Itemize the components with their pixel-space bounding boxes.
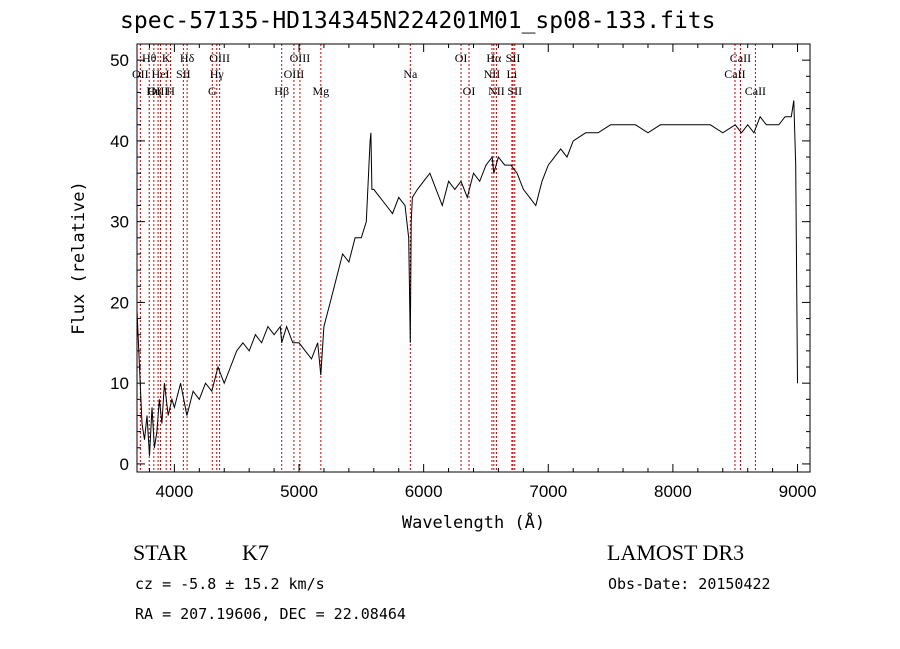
line-label: Hα [486, 51, 502, 65]
x-axis-ticks: 4000 5000 6000 7000 8000 9000 [148, 44, 817, 501]
x-tick-label: 7000 [529, 482, 567, 501]
line-label: Li [507, 67, 518, 81]
coordinates: RA = 207.19606, DEC = 22.08464 [135, 605, 406, 623]
y-tick-label: 20 [110, 293, 129, 312]
line-label: OI [463, 84, 476, 98]
x-tick-label: 8000 [654, 482, 692, 501]
line-label: OI [455, 51, 468, 65]
object-subclass: K7 [242, 540, 269, 565]
survey-name: LAMOST DR3 [607, 540, 745, 565]
plot-frame [136, 43, 811, 473]
line-label: K [162, 51, 171, 65]
line-label: SII [507, 84, 522, 98]
line-label: Na [403, 67, 418, 81]
line-label: OIII [284, 67, 305, 81]
line-label: CaII [724, 67, 745, 81]
line-label: Hγ [210, 67, 225, 81]
line-label: CaII [745, 84, 766, 98]
line-label: NII [484, 67, 501, 81]
line-label: OIII [209, 51, 230, 65]
y-tick-label: 0 [120, 455, 129, 474]
chart-title: spec-57135-HD134345N224201M01_sp08-133.f… [120, 8, 716, 34]
x-tick-label: 9000 [779, 482, 817, 501]
line-label: H [166, 84, 175, 98]
line-label: Hη [146, 84, 161, 98]
line-label: Hδ [180, 51, 195, 65]
x-axis-label: Wavelength (Å) [402, 511, 545, 533]
object-class: STAR [133, 540, 188, 565]
y-tick-label: 50 [110, 51, 129, 70]
x-tick-label: 5000 [280, 482, 318, 501]
y-tick-label: 10 [110, 374, 129, 393]
line-label: SII [506, 51, 521, 65]
line-label: OIII [290, 51, 311, 65]
line-label: G [208, 84, 217, 98]
line-label: Hθ [142, 51, 157, 65]
x-tick-label: 4000 [155, 482, 193, 501]
line-label: CaII [730, 51, 751, 65]
line-label: NII [488, 84, 505, 98]
y-tick-label: 30 [110, 213, 129, 232]
x-tick-label: 6000 [405, 482, 443, 501]
spectrum-line [136, 100, 798, 456]
line-label: Hβ [274, 84, 289, 98]
line-label: OII [132, 67, 149, 81]
y-tick-label: 40 [110, 132, 129, 151]
observation-date: Obs-Date: 20150422 [608, 575, 771, 593]
emission-line-markers [139, 44, 756, 472]
y-axis-ticks: 0 10 20 30 40 50 [110, 51, 810, 474]
line-label: Mg [312, 84, 329, 98]
redshift-velocity: cz = -5.8 ± 15.2 km/s [135, 575, 325, 593]
line-label: HeI [152, 67, 170, 81]
line-label: OIII [148, 84, 169, 98]
y-axis-label: Flux (relative) [69, 181, 89, 335]
line-label: SII [176, 67, 191, 81]
